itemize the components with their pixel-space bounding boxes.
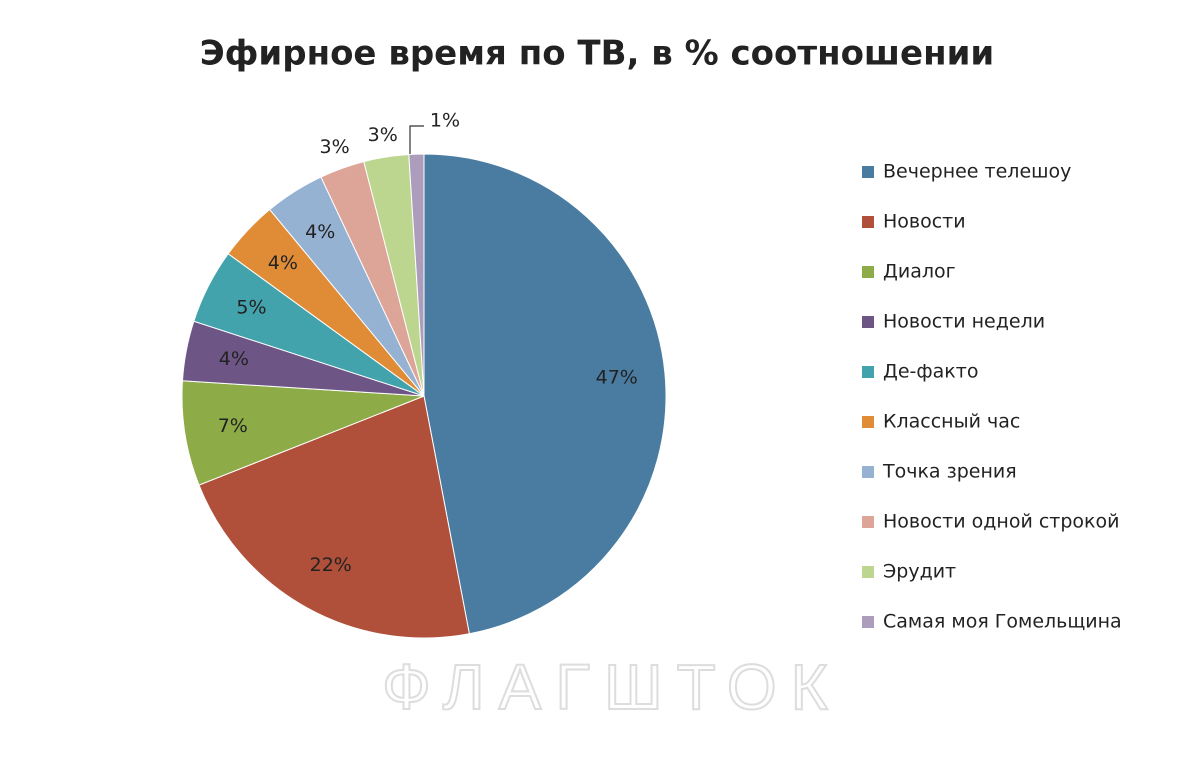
data-label: 1% — [430, 110, 460, 132]
legend-label: Самая моя Гомельщина — [883, 611, 1122, 633]
pie-slice — [198, 395, 470, 639]
leader-line — [409, 125, 424, 155]
pie-slice — [181, 380, 425, 486]
legend-swatch — [862, 166, 874, 178]
watermark: ФЛАГШТОК — [382, 651, 842, 723]
data-label: 7% — [218, 415, 248, 437]
legend-swatch — [862, 216, 874, 228]
pie-slice — [408, 153, 425, 397]
data-label: 47% — [596, 366, 638, 388]
legend-label: Новости одной строкой — [883, 511, 1119, 533]
data-label: 3% — [319, 136, 349, 158]
legend-swatch — [862, 516, 874, 528]
legend-swatch — [862, 416, 874, 428]
pie-slice — [423, 153, 667, 635]
legend-label: Де-факто — [883, 361, 978, 383]
chart-title: Эфирное время по ТВ, в % соотношении — [200, 34, 995, 74]
legend-label: Новости недели — [883, 311, 1045, 333]
legend-label: Новости — [883, 211, 966, 233]
legend-label: Классный час — [883, 411, 1020, 433]
legend-label: Точка зрения — [882, 461, 1017, 483]
data-label: 3% — [368, 124, 398, 146]
legend-swatch — [862, 316, 874, 328]
legend-label: Вечернее телешоу — [883, 161, 1071, 183]
legend-swatch — [862, 466, 874, 478]
legend-label: Диалог — [883, 261, 956, 283]
legend-swatch — [862, 266, 874, 278]
data-label: 4% — [268, 252, 298, 274]
data-label: 5% — [236, 297, 266, 319]
data-label: 22% — [310, 554, 352, 576]
data-label: 4% — [219, 348, 249, 370]
legend-swatch — [862, 566, 874, 578]
legend-label: Эрудит — [883, 561, 956, 583]
legend-swatch — [862, 366, 874, 378]
legend-swatch — [862, 616, 874, 628]
data-label: 4% — [305, 221, 335, 243]
